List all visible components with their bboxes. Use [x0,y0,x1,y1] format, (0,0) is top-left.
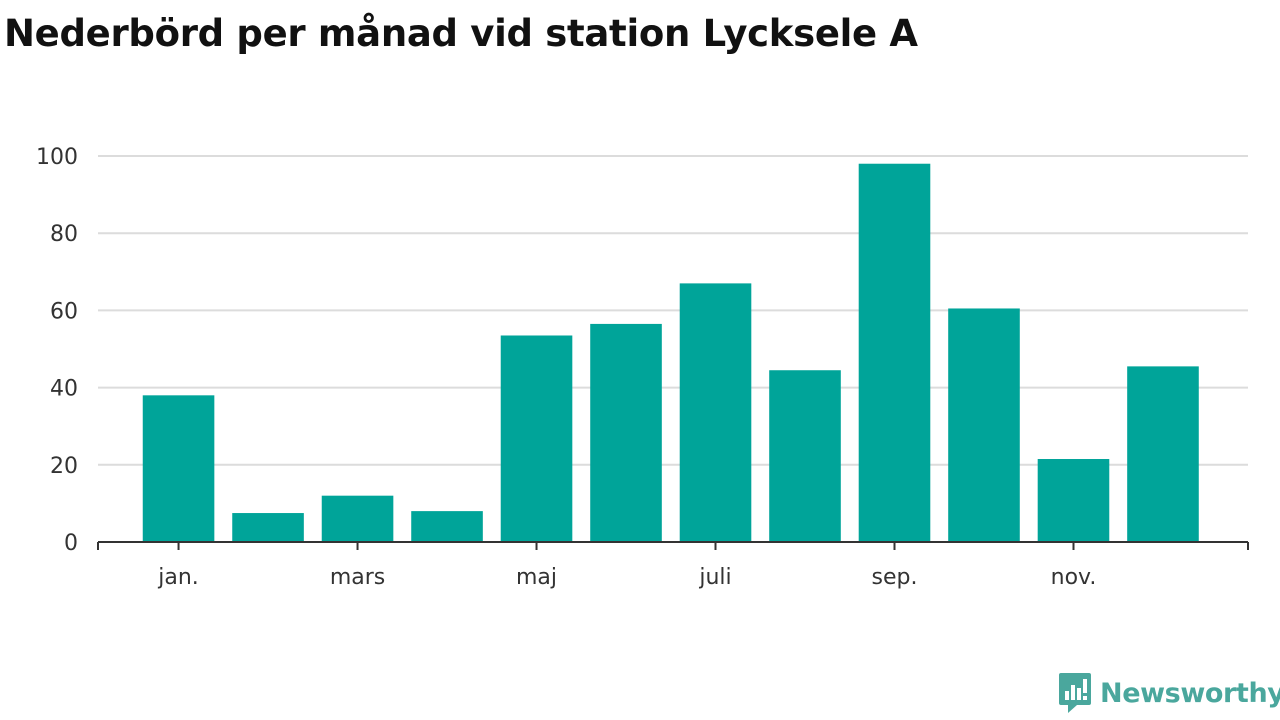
x-tick-label: juli [698,565,731,590]
bar-apr [411,511,483,542]
x-tick-label: jan. [157,565,199,590]
bar-mars [321,495,394,542]
y-tick-label: 80 [50,222,78,247]
bar-maj [500,335,573,542]
axes [97,541,1249,550]
chart-title: Nederbörd per månad vid station Lycksele… [4,12,918,55]
bar-okt [948,308,1020,542]
newsworthy-logo-icon [1059,673,1091,713]
x-tick-label: nov. [1051,565,1097,590]
tick-labels: 0 20 40 60 80 100 jan. mars maj juli sep. nov. [36,145,1096,590]
y-tick-label: 60 [50,299,78,324]
y-tick-label: 20 [50,454,78,479]
bar-jan [142,395,215,542]
y-tick-label: 40 [50,377,78,402]
bar-juli [679,283,752,542]
x-tick-label: maj [516,565,557,590]
bar-juni [590,323,662,542]
x-tick-label: mars [330,565,385,590]
x-tick-label: sep. [872,565,918,590]
bar-sep [858,163,931,542]
brand-logo: Newsworthy [1058,671,1280,715]
bar-feb [232,513,304,542]
bar-dec [1127,366,1199,542]
brand-name: Newsworthy [1100,677,1280,709]
y-tick-label: 0 [64,531,78,556]
grid-lines [98,155,1248,466]
bars [142,163,1199,542]
y-tick-label: 100 [36,145,78,170]
bar-aug [769,370,841,542]
bar-nov [1037,459,1110,542]
